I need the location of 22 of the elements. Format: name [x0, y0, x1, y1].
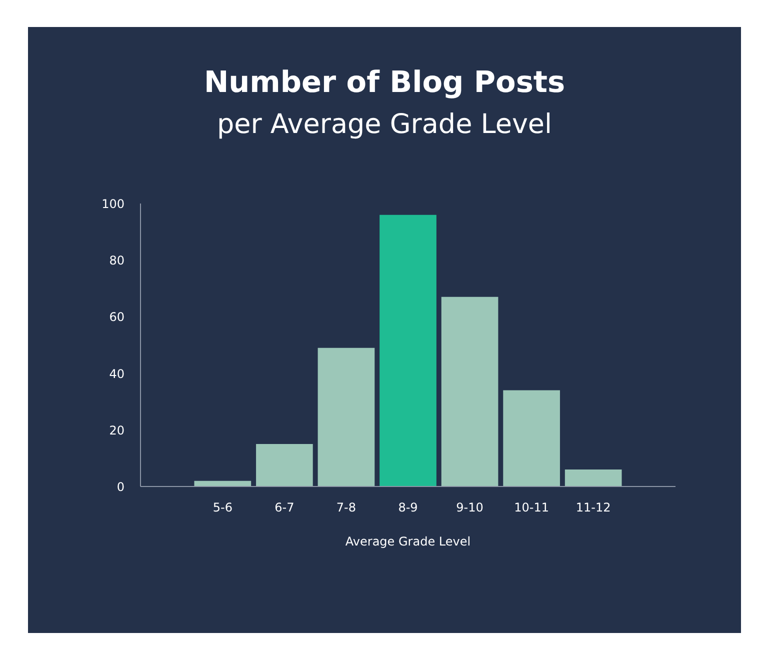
x-tick-label: 5-6: [212, 500, 232, 514]
x-tick-label: 9-10: [456, 500, 484, 514]
y-tick-label: 20: [109, 423, 125, 438]
bar: [256, 444, 313, 486]
x-tick-label: 7-8: [336, 500, 356, 514]
y-tick-label: 0: [116, 480, 125, 494]
x-tick-label: 8-9: [398, 500, 418, 514]
chart-subtitle: per Average Grade Level: [216, 109, 552, 141]
x-axis-title: Average Grade Level: [345, 534, 471, 548]
x-tick-label: 6-7: [274, 500, 294, 514]
x-tick-label: 10-11: [514, 500, 549, 514]
bar: [503, 390, 560, 486]
y-tick-label: 40: [109, 366, 125, 381]
y-tick-label: 60: [109, 310, 125, 324]
bar: [318, 348, 375, 486]
bar: [441, 296, 498, 486]
bar: [380, 214, 436, 486]
y-tick-label: 80: [109, 254, 125, 268]
chart-title: Number of Blog Posts: [204, 65, 566, 99]
x-tick-label: 11-12: [576, 500, 611, 514]
y-tick-label: 100: [102, 197, 124, 211]
bar: [564, 470, 622, 486]
